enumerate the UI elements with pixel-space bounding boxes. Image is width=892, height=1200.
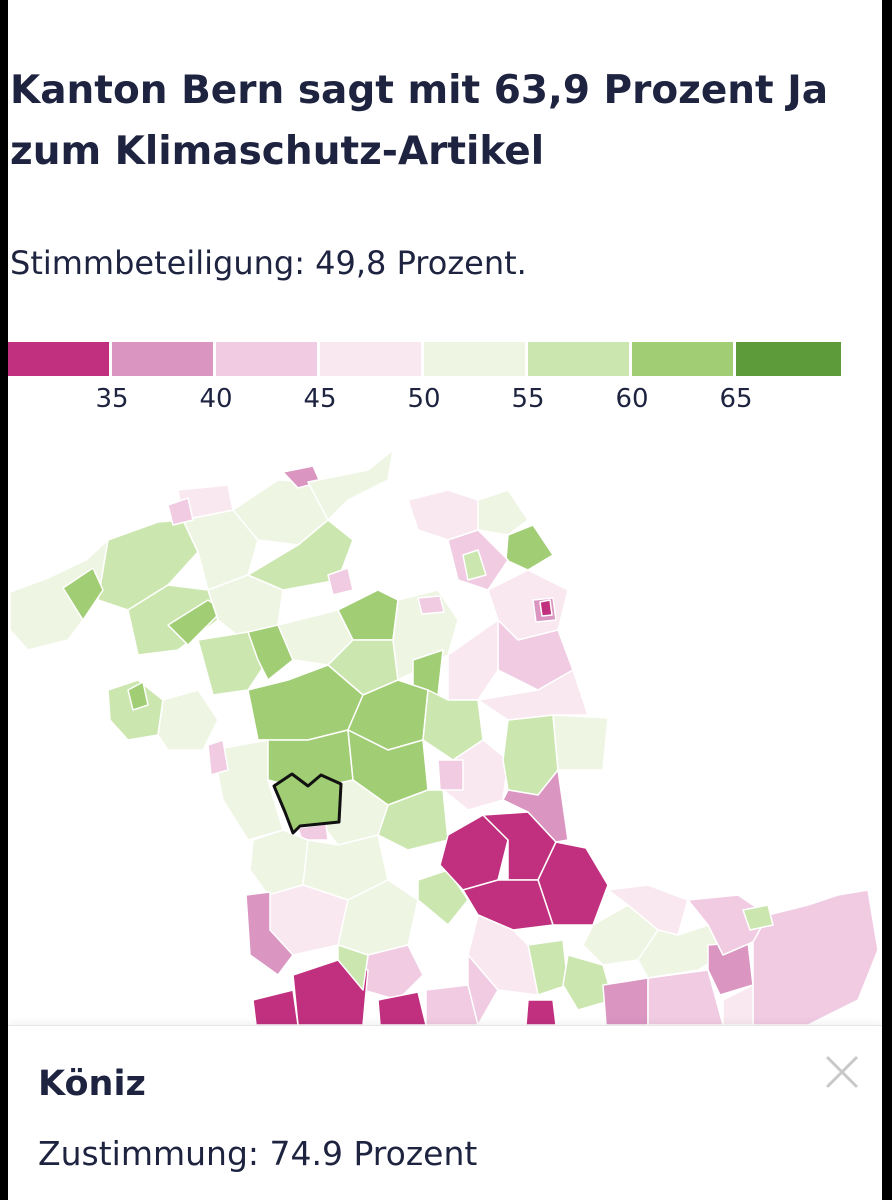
region-oberaargau-mag xyxy=(539,599,553,617)
region-oberaargau-7 xyxy=(447,619,499,701)
legend-swatch-3 xyxy=(216,342,317,376)
region-sw-pink xyxy=(245,891,294,976)
approval-value: Zustimmung: 74.9 Prozent xyxy=(38,1134,478,1173)
region-east-4 xyxy=(752,889,879,1026)
legend-swatch-4 xyxy=(320,342,421,376)
municipality-map[interactable] xyxy=(8,440,882,1030)
region-jura-belt xyxy=(97,519,199,611)
region-emmental-2 xyxy=(552,714,609,771)
legend-tick-65: 65 xyxy=(719,384,753,414)
legend-tick-40: 40 xyxy=(199,384,233,414)
region-west-pink xyxy=(207,739,229,776)
region-oberaargau-dark xyxy=(505,524,554,571)
region-jura-pink-1 xyxy=(167,497,194,526)
region-sw-mag-2 xyxy=(252,989,299,1026)
region-seeland-dark-1 xyxy=(127,681,149,711)
municipality-tooltip: Köniz Zustimmung: 74.9 Prozent xyxy=(8,1025,882,1200)
close-icon[interactable] xyxy=(820,1050,864,1094)
legend-swatch-5 xyxy=(424,342,525,376)
region-oberland-mag-5 xyxy=(525,999,557,1026)
region-east-green xyxy=(742,904,774,931)
map-card: Kanton Bern sagt mit 63,9 Prozent Ja zum… xyxy=(8,0,882,1200)
legend-tick-45: 45 xyxy=(303,384,337,414)
legend-tick-50: 50 xyxy=(407,384,441,414)
region-oberland-pink xyxy=(502,769,569,843)
turnout-subtitle: Stimmbeteiligung: 49,8 Prozent. xyxy=(10,244,527,282)
legend-swatch-2 xyxy=(112,342,213,376)
region-seeland-3 xyxy=(247,624,294,681)
region-sw-6 xyxy=(362,944,424,1001)
region-biel xyxy=(247,519,354,591)
region-seeland-1 xyxy=(157,689,219,751)
legend-swatch-1 xyxy=(8,342,109,376)
region-biel-pink xyxy=(327,567,354,596)
legend-tick-55: 55 xyxy=(511,384,545,414)
legend-swatch-6 xyxy=(528,342,629,376)
region-oberaargau-1 xyxy=(407,489,479,541)
region-koniz xyxy=(272,772,343,835)
municipality-name: Köniz xyxy=(38,1064,146,1104)
region-bern-east-pink xyxy=(437,759,464,791)
region-oberland-green-2 xyxy=(562,954,614,1011)
region-sw-1 xyxy=(249,829,309,896)
legend-tick-35: 35 xyxy=(95,384,129,414)
legend-tick-60: 60 xyxy=(615,384,649,414)
region-sw-5 xyxy=(417,869,469,926)
page-title: Kanton Bern sagt mit 63,9 Prozent Ja zum… xyxy=(10,68,829,174)
color-legend: 35 40 45 50 55 60 65 xyxy=(8,342,841,414)
legend-swatch-7 xyxy=(632,342,733,376)
region-oberaargau-6 xyxy=(462,549,487,581)
legend-swatch-8 xyxy=(736,342,841,376)
region-seeland-2 xyxy=(197,631,269,696)
region-oberaargau-2 xyxy=(477,489,529,536)
region-emmental-3 xyxy=(477,669,589,721)
region-seeland-pink xyxy=(417,595,445,615)
region-sw-green xyxy=(337,944,369,991)
region-oberland-pink-2 xyxy=(602,977,649,1026)
region-jura-dark-1 xyxy=(62,567,104,621)
